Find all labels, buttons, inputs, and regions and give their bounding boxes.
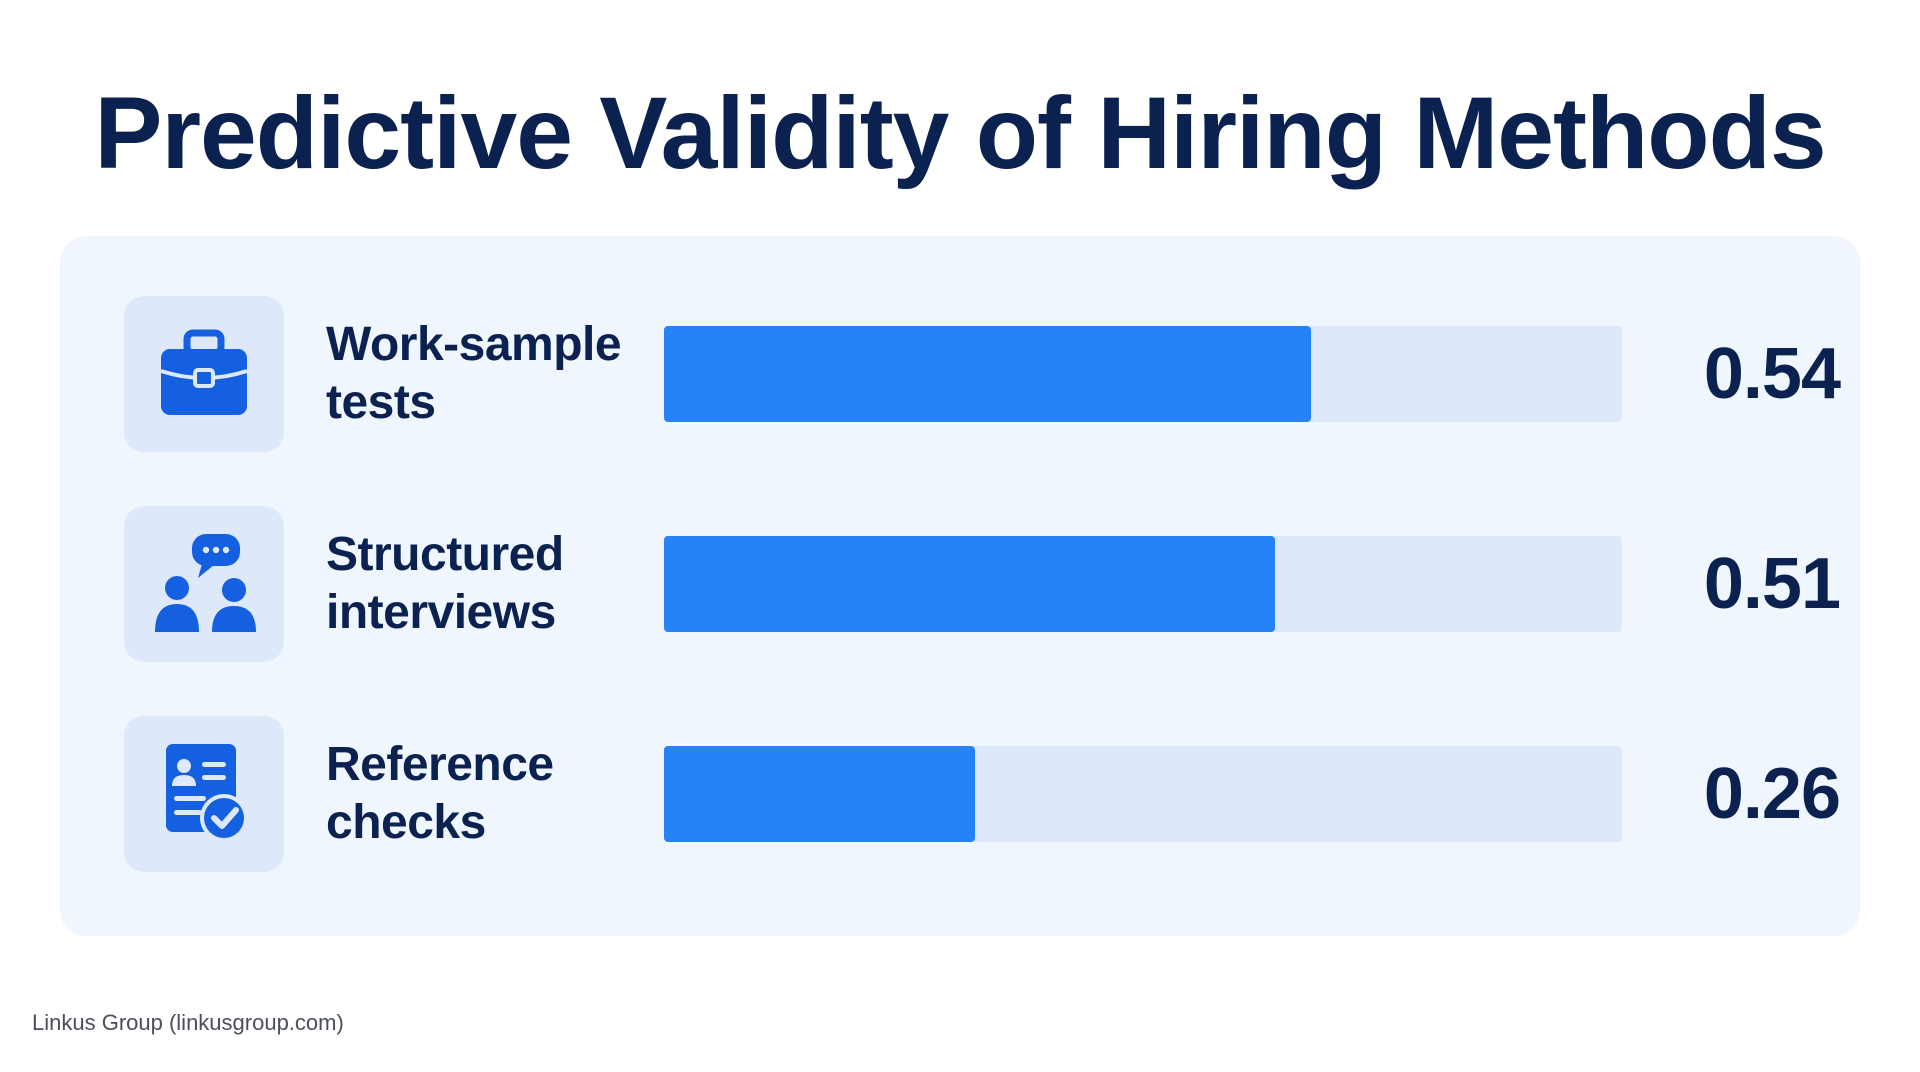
bar — [664, 746, 975, 842]
bar-value-label: 0.26 — [1703, 754, 1841, 834]
bar-row-structured-interviews: Structured interviews 0.51 — [60, 506, 1860, 662]
bar-value-label: 0.51 — [1703, 544, 1841, 624]
source-credit: Linkus Group (linkusgroup.com) — [32, 1010, 344, 1035]
bar-track — [664, 536, 1622, 632]
bar-row-reference-checks: Reference checks 0.26 — [60, 716, 1860, 872]
bar-label-line2: checks — [326, 796, 486, 849]
reference-document-check-icon — [124, 716, 284, 872]
interview-people-chat-icon — [124, 506, 284, 662]
chart-panel: Work-sample tests 0.54 Structured in — [60, 236, 1860, 936]
briefcase-icon — [124, 296, 284, 452]
bar-value-label: 0.54 — [1703, 334, 1841, 414]
bar-label: Reference checks — [326, 736, 656, 852]
bar-label-line1: Structured — [326, 528, 564, 581]
bar — [664, 536, 1275, 632]
bar-label-line1: Reference — [326, 738, 554, 791]
bar-label: Work-sample tests — [326, 316, 656, 432]
bar-row-work-sample: Work-sample tests 0.54 — [60, 296, 1860, 452]
bar-track — [664, 746, 1622, 842]
bar-label-line1: Work-sample — [326, 318, 622, 371]
bar-track — [664, 326, 1622, 422]
bar-label: Structured interviews — [326, 526, 656, 642]
bar-label-line2: interviews — [326, 586, 556, 639]
bar — [664, 326, 1311, 422]
bar-label-line2: tests — [326, 376, 436, 429]
chart-title: Predictive Validity of Hiring Methods — [94, 76, 1826, 190]
